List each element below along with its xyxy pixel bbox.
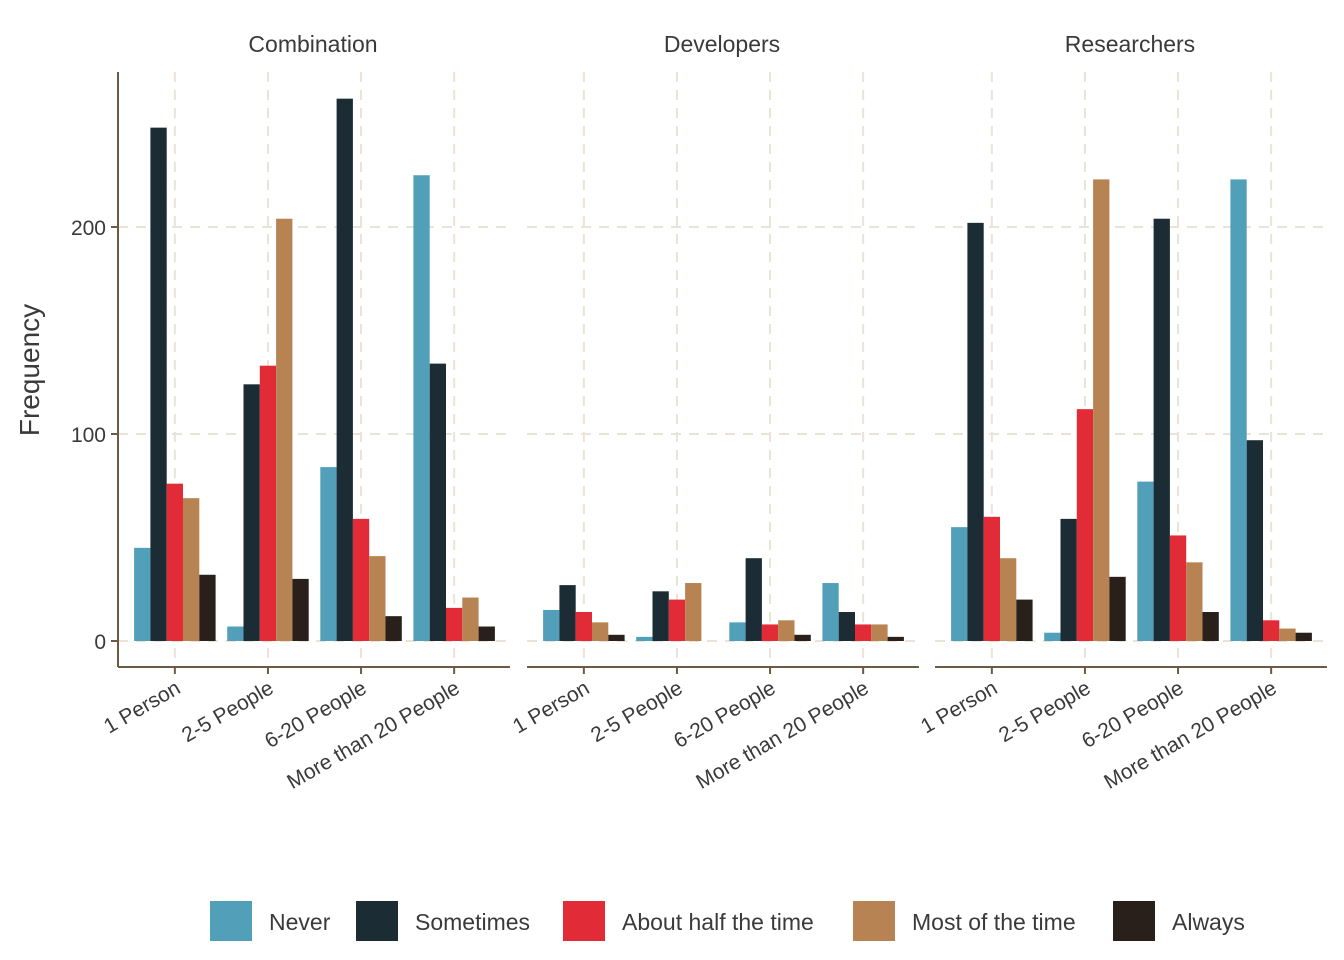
legend-label: About half the time [622,909,814,935]
bar-researchers-1-0 [1044,632,1061,641]
legend-label: Never [269,909,331,935]
x-tick-label: 1 Person [917,676,1001,738]
bar-developers-2-1 [745,558,762,641]
bar-combination-1-0 [227,626,244,641]
bar-combination-0-2 [166,483,183,641]
legend-label: Most of the time [912,909,1076,935]
y-tick-label: 100 [71,424,106,447]
facet-title: Developers [664,31,780,57]
legend-label: Always [1172,909,1245,935]
legend-item: Most of the time [853,901,1076,941]
bar-developers-3-3 [871,624,888,641]
legend-label: Sometimes [415,909,530,935]
bar-developers-0-4 [608,634,625,641]
legend-key [1113,901,1155,941]
bar-combination-3-2 [446,607,463,641]
bar-developers-1-3 [685,583,702,641]
bar-researchers-1-1 [1060,518,1077,641]
bar-developers-2-4 [794,634,811,641]
bar-researchers-3-4 [1295,632,1312,641]
legend-item: Always [1113,901,1245,941]
bar-combination-3-0 [413,175,430,641]
bar-developers-1-2 [668,599,686,641]
legend-key [563,901,605,941]
bar-researchers-2-0 [1137,481,1154,641]
bar-combination-0-1 [150,127,167,641]
y-axis-title: Frequency [14,304,45,436]
bar-researchers-3-3 [1279,628,1296,641]
bar-combination-3-3 [462,597,479,641]
bar-combination-1-2 [259,365,277,641]
bar-researchers-1-3 [1093,179,1110,641]
bar-developers-0-1 [559,585,576,641]
bar-developers-3-2 [855,624,872,641]
bar-combination-2-4 [385,616,402,641]
bar-developers-2-3 [778,620,795,641]
bar-combination-1-4 [292,578,309,641]
bar-developers-3-0 [822,583,839,641]
bar-researchers-2-3 [1186,562,1203,641]
legend: Never Sometimes About half the time Most of… [210,901,1245,941]
y-tick-label: 200 [71,217,106,240]
x-tick-label: More than 20 People [283,676,463,793]
bar-researchers-2-4 [1202,612,1219,641]
bar-combination-0-3 [183,498,200,641]
bar-developers-0-2 [575,612,592,641]
bar-combination-0-0 [134,547,151,641]
facet-title: Combination [248,31,377,57]
bar-developers-2-0 [729,622,746,641]
bar-developers-2-2 [761,624,779,641]
bar-combination-0-4 [199,574,216,641]
bar-combination-1-1 [243,384,260,641]
bar-researchers-0-3 [1000,558,1017,641]
bar-researchers-0-0 [951,527,968,641]
bar-combination-2-3 [369,556,386,641]
x-tick-label: 1 Person [100,676,184,738]
bar-researchers-1-2 [1076,409,1094,641]
legend-key [853,901,895,941]
bar-combination-3-4 [478,626,495,641]
bar-developers-3-1 [838,612,855,641]
x-tick-label: 1 Person [509,676,593,738]
bar-developers-1-1 [652,591,669,641]
bar-developers-0-0 [543,609,560,641]
legend-item: Never [210,901,331,941]
legend-key [210,901,252,941]
bar-researchers-3-2 [1263,620,1280,641]
bar-researchers-3-1 [1246,440,1263,641]
bar-researchers-2-2 [1169,535,1187,641]
legend-item: About half the time [563,901,814,941]
bar-combination-3-1 [429,363,446,641]
bar-researchers-0-4 [1016,599,1033,641]
x-tick-label: More than 20 People [692,676,872,793]
bar-combination-1-3 [276,218,293,641]
legend-key [356,901,398,941]
facet-title: Researchers [1065,31,1195,57]
legend-item: Sometimes [356,901,530,941]
y-tick-label: 0 [94,631,106,654]
bar-researchers-0-1 [967,222,984,642]
bar-researchers-1-4 [1109,576,1126,641]
bar-researchers-0-2 [983,516,1000,641]
x-tick-label: More than 20 People [1100,676,1280,793]
bar-combination-2-1 [336,98,353,641]
bar-combination-2-0 [320,467,337,641]
bar-developers-1-0 [636,636,653,641]
bar-developers-3-4 [887,636,904,641]
y-axis: 0 100 200 [71,72,119,667]
bar-researchers-2-1 [1153,218,1170,641]
bar-developers-0-3 [592,622,609,641]
bar-combination-2-2 [352,518,370,641]
bar-researchers-3-0 [1230,179,1247,641]
